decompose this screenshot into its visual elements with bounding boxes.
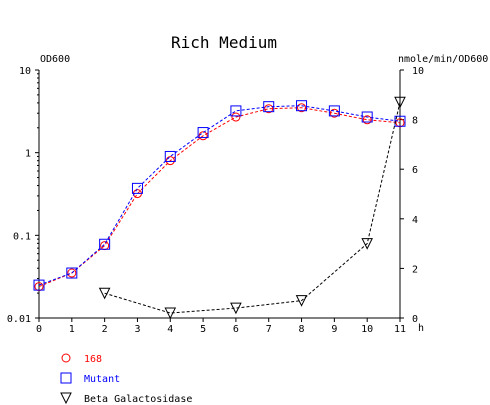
data-point-168 [329,108,339,118]
x-tick-label: 9 [331,324,337,335]
y-left-tick-label: 0.1 [13,231,31,242]
data-point-beta-galactosidase [164,307,177,320]
series-line-mutant [38,105,401,286]
series-layer [33,96,406,320]
data-point-168 [165,156,175,166]
data-point-mutant [99,238,111,250]
data-point-beta-galactosidase [230,302,242,315]
x-tick-label: 3 [134,324,140,335]
data-point-mutant [263,101,275,113]
x-tick-label: 5 [200,324,206,335]
y-left-tick-label: 10 [19,66,31,77]
legend: 168 Mutant Beta Galactosidase [60,353,192,405]
data-point-mutant [230,105,242,117]
legend-marker [60,392,72,405]
x-tick-label: 10 [361,324,373,335]
chart-title: Rich Medium [171,33,277,52]
data-point-beta-galactosidase [361,238,373,250]
x-ticks: 0 1 2 3 4 5 6 7 8 9 10 11 [36,318,406,335]
data-point-mutant [296,100,308,112]
data-point-168 [297,103,307,113]
x-tick-label: 0 [36,324,42,335]
data-point-beta-galactosidase [394,96,406,109]
data-point-168 [362,115,372,125]
x-tick-label: 4 [167,324,173,335]
data-point-168 [67,268,77,278]
data-point-mutant [66,267,78,279]
data-point-168 [100,241,110,251]
legend-marker [61,353,71,363]
series-line-168 [38,107,401,288]
y-right-tick-label: 8 [412,116,418,127]
series-line-beta-galactosidase [104,102,401,314]
y-right-tick-label: 6 [412,165,418,176]
y-left-ticks: 10 1 0.1 0.01 [7,66,39,325]
x-tick-label: 11 [394,324,406,335]
legend-label: Beta Galactosidase [84,394,192,405]
y-right-tick-label: 0 [412,314,418,325]
data-point-168 [198,131,208,141]
data-point-mutant [361,111,373,123]
y-right-tick-label: 2 [412,264,418,275]
x-tick-label: 7 [266,324,272,335]
legend-label: Mutant [84,374,120,385]
data-point-mutant [131,182,143,194]
data-point-beta-galactosidase [98,287,111,300]
x-tick-label: 1 [69,324,75,335]
data-point-mutant [197,127,209,139]
y-left-tick-label: 1 [25,149,31,160]
data-point-168 [264,104,274,114]
data-point-168 [395,118,405,128]
x-tick-label: 6 [233,324,239,335]
data-point-mutant [328,105,340,117]
x-tick-label: 2 [102,324,108,335]
data-point-mutant [33,279,45,291]
series-168 [34,103,405,292]
y-left-tick-label: 0.01 [7,314,31,325]
y-right-axis-label: nmole/min/OD600 [398,54,488,65]
x-axis-unit-label: h [418,323,424,334]
data-point-mutant [164,150,176,162]
legend-label: 168 [84,354,102,365]
data-point-beta-galactosidase [295,295,308,307]
y-left-axis-label: OD600 [40,54,70,65]
data-point-168 [231,112,241,122]
x-tick-label: 8 [299,324,305,335]
data-point-mutant [394,115,406,127]
y-right-tick-label: 10 [412,66,424,77]
series-beta-galactosidase [98,96,406,320]
legend-marker [60,372,72,384]
y-right-tick-label: 4 [412,215,418,226]
y-right-ticks: 0 2 4 6 8 10 [400,66,424,325]
series-mutant [33,100,406,291]
